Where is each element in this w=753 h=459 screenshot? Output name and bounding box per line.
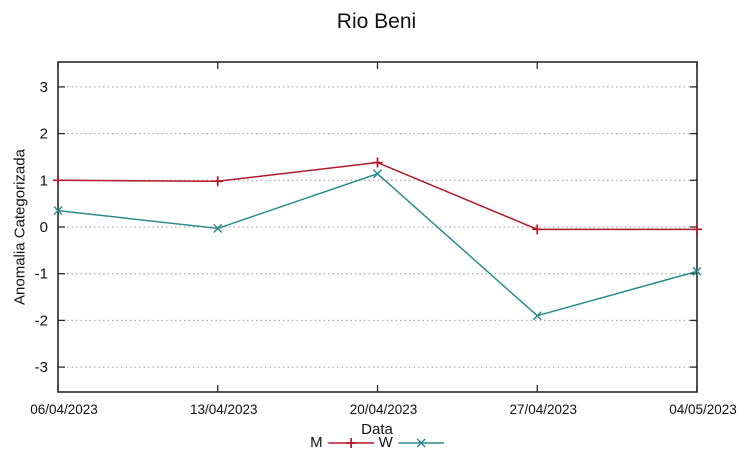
data-point-marker-cross bbox=[416, 437, 426, 448]
data-point-marker-plus bbox=[53, 175, 63, 186]
y-tick-label: -1 bbox=[35, 266, 48, 283]
series-line bbox=[57, 161, 697, 231]
data-point-marker-plus bbox=[692, 224, 702, 235]
y-axis-label: Anomalia Categorizada bbox=[11, 149, 29, 305]
x-tick-label: 27/04/2023 bbox=[509, 402, 577, 417]
x-tick-label: 20/04/2023 bbox=[350, 402, 418, 417]
data-point-marker-cross bbox=[213, 223, 223, 233]
chart-title: Rio Beni bbox=[336, 10, 417, 33]
y-tick-label: -3 bbox=[35, 359, 48, 376]
legend-label-M: M bbox=[310, 434, 323, 451]
x-tick-label: 13/04/2023 bbox=[190, 402, 258, 417]
y-tick-label: 1 bbox=[40, 172, 48, 189]
data-point-marker-plus bbox=[212, 176, 223, 187]
legend-sample-M bbox=[327, 437, 374, 448]
x-tick-label: 06/04/2023 bbox=[30, 402, 98, 417]
legend-sample-W bbox=[397, 437, 444, 448]
y-tick-label: 2 bbox=[40, 126, 48, 143]
data-point-marker-plus bbox=[372, 157, 383, 168]
data-point-marker-cross bbox=[53, 206, 63, 216]
data-point-marker-cross bbox=[372, 169, 383, 179]
y-tick-label: 0 bbox=[40, 219, 48, 236]
x-axis-label: Data bbox=[361, 421, 393, 438]
data-point-marker-plus bbox=[532, 224, 543, 235]
y-tick-label: -2 bbox=[35, 312, 48, 329]
data-point-marker-plus bbox=[345, 437, 356, 448]
series-line bbox=[57, 172, 698, 317]
series-M bbox=[53, 157, 702, 235]
y-tick-label: 3 bbox=[40, 79, 48, 96]
data-point-marker-cross bbox=[692, 266, 702, 276]
legend-label-W: W bbox=[378, 434, 393, 451]
data-point-marker-cross bbox=[532, 311, 542, 321]
x-tick-label: 04/05/2023 bbox=[669, 402, 737, 417]
series-W bbox=[53, 169, 702, 321]
